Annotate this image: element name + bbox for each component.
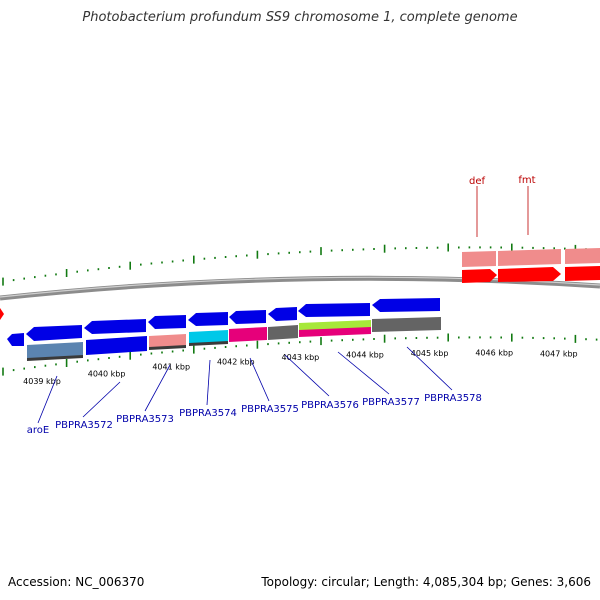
gene-arrow[interactable] — [372, 298, 440, 312]
gene-label[interactable]: aroE — [27, 425, 49, 436]
gene-label[interactable]: PBPRA3572 — [55, 420, 113, 431]
gene-arrow[interactable] — [498, 267, 561, 282]
feature-block[interactable] — [86, 336, 147, 355]
gene-arrow[interactable] — [268, 307, 297, 321]
feature-block[interactable] — [27, 342, 83, 360]
gene-arrow[interactable] — [462, 269, 497, 283]
leader-line — [37, 375, 58, 424]
gene-arrow[interactable] — [298, 303, 370, 317]
gene-label[interactable]: def — [469, 176, 486, 187]
feature-block[interactable] — [189, 341, 228, 346]
axis-tick-label: 4047 kbp — [540, 349, 578, 358]
feature-block[interactable] — [149, 334, 186, 349]
gene-label-leaders — [37, 186, 529, 424]
feature-block[interactable] — [229, 327, 267, 342]
feature-block[interactable] — [498, 249, 561, 266]
gene-arrow[interactable] — [229, 310, 266, 324]
genome-stats: Topology: circular; Length: 4,085,304 bp… — [261, 575, 591, 589]
inner-tick-ring — [2, 333, 598, 376]
gene-label[interactable]: PBPRA3578 — [424, 393, 482, 404]
gene-label[interactable]: fmt — [518, 175, 535, 186]
leader-line — [249, 357, 270, 402]
feature-block[interactable] — [189, 330, 228, 345]
gene-arrow[interactable] — [84, 319, 146, 334]
accession-info: Accession: NC_006370 — [8, 575, 145, 589]
leader-line — [337, 351, 390, 395]
gene-arrow[interactable] — [7, 333, 24, 346]
feature-block[interactable] — [27, 355, 83, 361]
axis-tick-label: 4039 kbp — [23, 377, 61, 386]
leader-line — [206, 359, 211, 406]
axis-tick-label: 4045 kbp — [411, 349, 449, 358]
gene-label[interactable]: PBPRA3573 — [116, 414, 174, 425]
axis-tick-label: 4044 kbp — [346, 350, 384, 359]
feature-block[interactable] — [565, 248, 600, 264]
gene-arrow[interactable] — [565, 266, 600, 281]
map-title: Photobacterium profundum SS9 chromosome … — [82, 10, 518, 25]
leader-line — [144, 364, 171, 412]
leader-line — [406, 346, 453, 391]
reverse-strand-features — [27, 317, 441, 361]
gene-label[interactable]: PBPRA3577 — [362, 397, 420, 408]
feature-block[interactable] — [372, 317, 441, 332]
reverse-strand-genes — [7, 298, 440, 346]
gene-arrow[interactable] — [188, 312, 228, 326]
axis-tick-label: 4040 kbp — [88, 369, 126, 378]
gene-arrow[interactable] — [148, 315, 186, 329]
gene-label[interactable]: PBPRA3576 — [301, 400, 359, 411]
axis-tick-label: 4043 kbp — [282, 353, 320, 362]
axis-tick-labels: 4039 kbp 4040 kbp 4041 kbp 4042 kbp 4043 kbp… — [23, 349, 578, 387]
gene-labels: aroE PBPRA3572 PBPRA3573 PBPRA3574 PBPRA… — [27, 175, 536, 436]
gene-arrow[interactable] — [26, 325, 82, 341]
leader-line — [82, 381, 121, 418]
axis-tick-label: 4042 kbp — [217, 357, 255, 366]
feature-block[interactable] — [268, 325, 298, 340]
gene-label[interactable]: PBPRA3574 — [179, 408, 237, 419]
feature-block[interactable] — [462, 251, 496, 267]
feature-block[interactable] — [299, 327, 371, 337]
axis-tick-label: 4046 kbp — [475, 349, 513, 358]
gene-arrow[interactable] — [0, 308, 4, 320]
feature-block[interactable] — [149, 345, 186, 350]
forward-strand-genes — [0, 248, 600, 320]
axis-tick-label: 4041 kbp — [152, 363, 190, 372]
gene-label[interactable]: PBPRA3575 — [241, 404, 299, 415]
leader-line — [284, 354, 330, 397]
